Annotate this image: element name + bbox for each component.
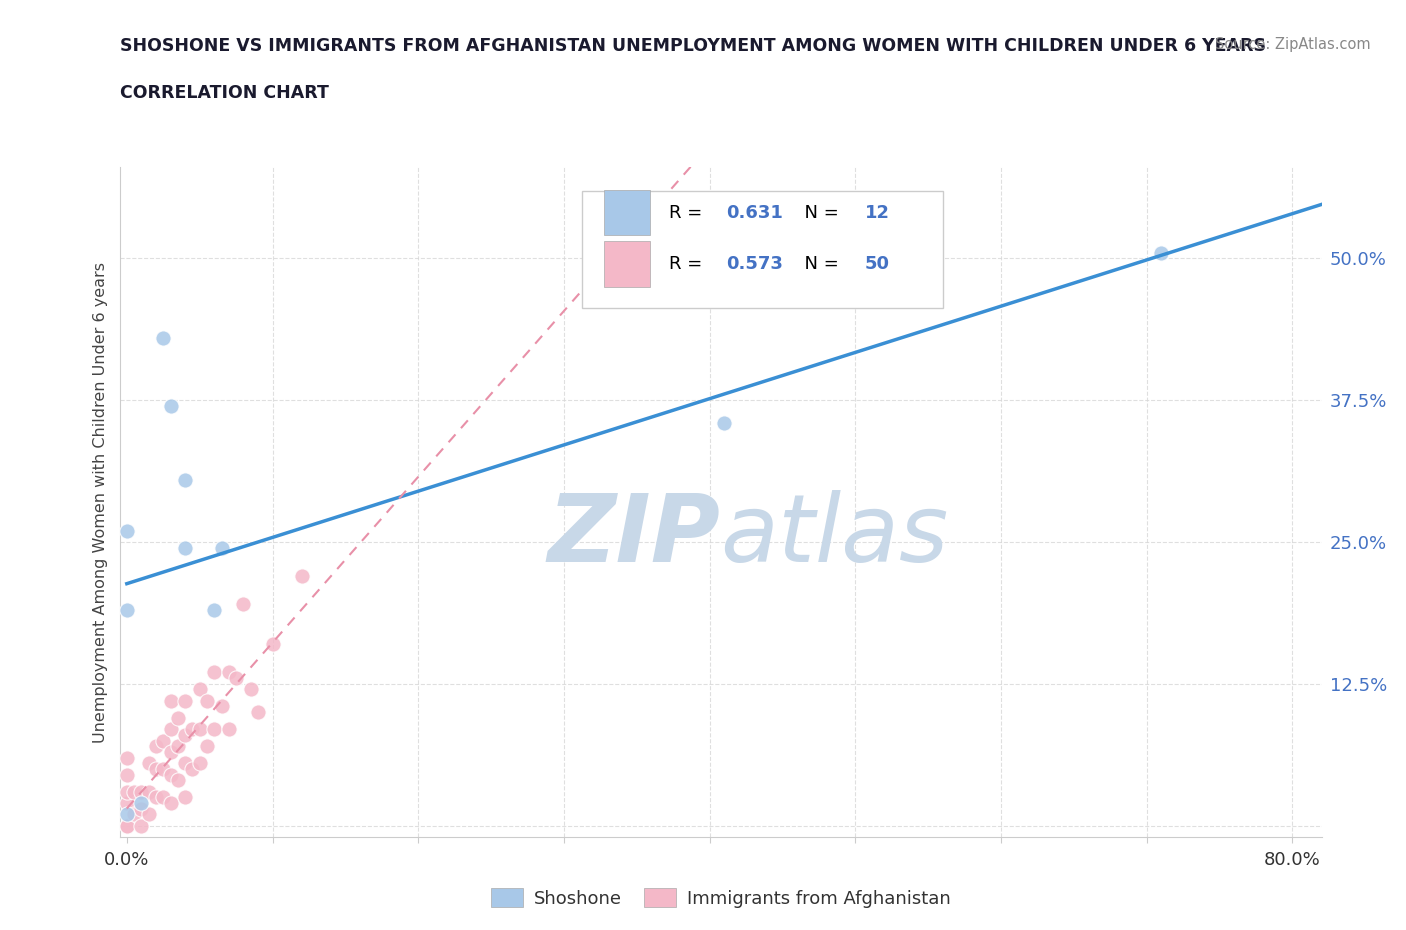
Point xyxy=(115,767,138,782)
Point xyxy=(159,767,181,782)
Point xyxy=(181,762,204,777)
Point xyxy=(218,665,240,680)
Point xyxy=(195,694,218,709)
Point xyxy=(202,722,225,737)
Point xyxy=(115,603,138,618)
Text: SHOSHONE VS IMMIGRANTS FROM AFGHANISTAN UNEMPLOYMENT AMONG WOMEN WITH CHILDREN U: SHOSHONE VS IMMIGRANTS FROM AFGHANISTAN … xyxy=(120,37,1265,55)
Text: ZIP: ZIP xyxy=(548,490,720,581)
Point xyxy=(232,597,254,612)
Point xyxy=(181,722,204,737)
Point xyxy=(166,711,188,725)
Legend: Shoshone, Immigrants from Afghanistan: Shoshone, Immigrants from Afghanistan xyxy=(484,882,957,915)
Point xyxy=(145,762,167,777)
Point xyxy=(159,722,181,737)
Text: R =: R = xyxy=(669,255,707,273)
Point xyxy=(211,699,233,714)
Point xyxy=(174,694,197,709)
Point xyxy=(166,773,188,788)
Point xyxy=(188,722,211,737)
Point xyxy=(159,795,181,810)
Point xyxy=(115,807,138,822)
Point xyxy=(115,524,138,538)
Text: CORRELATION CHART: CORRELATION CHART xyxy=(120,84,329,101)
Point xyxy=(188,682,211,697)
Point xyxy=(262,637,284,652)
Text: N =: N = xyxy=(793,255,844,273)
Point xyxy=(138,784,160,799)
Point xyxy=(145,738,167,753)
Point xyxy=(174,756,197,771)
Point xyxy=(115,818,138,833)
Point xyxy=(713,416,735,431)
Point xyxy=(239,682,262,697)
Point xyxy=(152,330,174,345)
Text: 0.631: 0.631 xyxy=(727,204,783,221)
Point xyxy=(246,705,269,720)
Point xyxy=(152,790,174,804)
Point xyxy=(138,756,160,771)
Point xyxy=(218,722,240,737)
Point xyxy=(291,568,314,583)
Point xyxy=(174,790,197,804)
Point xyxy=(115,795,138,810)
Text: 12: 12 xyxy=(865,204,890,221)
Point xyxy=(122,807,145,822)
Point xyxy=(225,671,247,685)
Y-axis label: Unemployment Among Women with Children Under 6 years: Unemployment Among Women with Children U… xyxy=(93,261,108,743)
Point xyxy=(115,784,138,799)
Point xyxy=(122,784,145,799)
Point xyxy=(131,784,153,799)
Point xyxy=(195,738,218,753)
Point xyxy=(202,603,225,618)
Text: 50: 50 xyxy=(865,255,890,273)
Point xyxy=(138,807,160,822)
Point xyxy=(115,751,138,765)
Text: R =: R = xyxy=(669,204,707,221)
Point xyxy=(131,818,153,833)
Point xyxy=(174,727,197,742)
Text: 0.573: 0.573 xyxy=(727,255,783,273)
FancyBboxPatch shape xyxy=(605,242,650,287)
Point xyxy=(202,665,225,680)
FancyBboxPatch shape xyxy=(605,190,650,235)
Point xyxy=(159,744,181,759)
Point xyxy=(152,733,174,748)
Point xyxy=(174,472,197,487)
Point xyxy=(174,540,197,555)
Text: N =: N = xyxy=(793,204,844,221)
Point xyxy=(188,756,211,771)
Point xyxy=(152,762,174,777)
Point xyxy=(166,738,188,753)
Point xyxy=(145,790,167,804)
Text: Source: ZipAtlas.com: Source: ZipAtlas.com xyxy=(1215,37,1371,52)
FancyBboxPatch shape xyxy=(582,191,943,308)
Text: atlas: atlas xyxy=(720,490,949,581)
Point xyxy=(131,795,153,810)
Point xyxy=(131,801,153,816)
Point xyxy=(159,694,181,709)
Point xyxy=(1150,246,1173,260)
Point xyxy=(159,398,181,413)
Point xyxy=(115,818,138,833)
Point xyxy=(211,540,233,555)
